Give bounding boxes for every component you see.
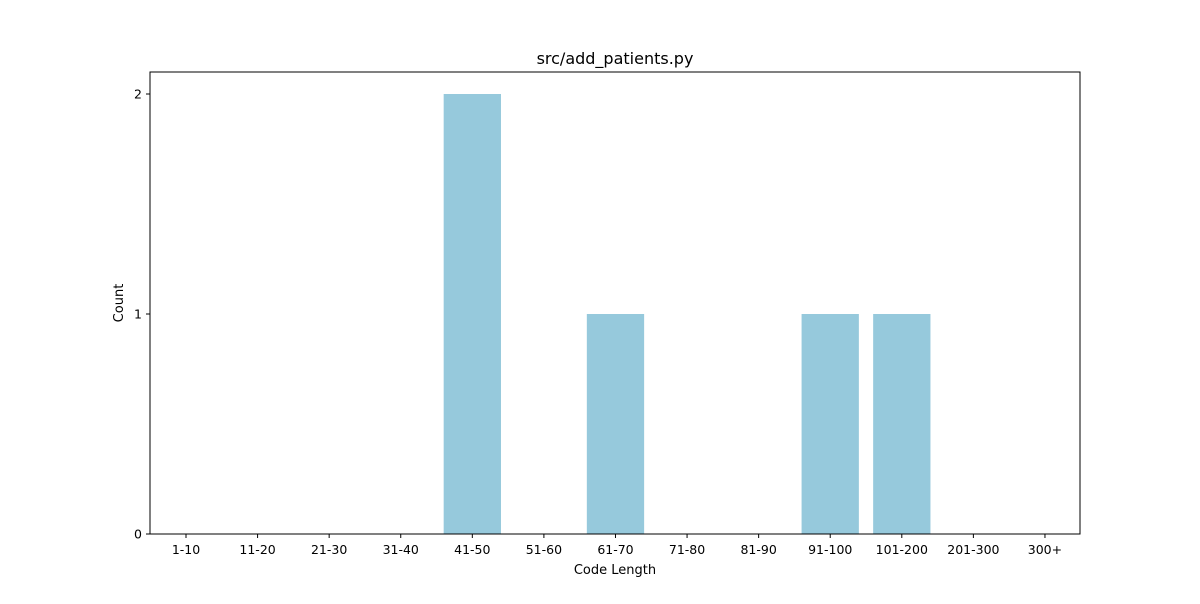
bar-41-50 [443,94,501,534]
x-tick-label: 21-30 [311,542,347,557]
bar-91-100 [801,314,859,534]
x-axis-ticks: 1-10 11-20 21-30 31-40 41-50 51-60 61-70 71-80 8… [172,534,1062,557]
x-tick-label: 71-80 [669,542,705,557]
x-tick-label: 41-50 [454,542,490,557]
x-tick-label: 11-20 [239,542,275,557]
x-tick-label: 1-10 [172,542,200,557]
x-tick-label: 51-60 [526,542,562,557]
x-tick-label: 81-90 [740,542,776,557]
x-tick-label: 61-70 [597,542,633,557]
x-tick-label: 101-200 [876,542,928,557]
y-axis-label: Count [112,284,127,323]
y-axis-ticks: 0 1 2 [134,87,150,542]
bar-101-200 [873,314,931,534]
y-tick-label: 2 [134,87,142,102]
x-tick-label: 201-300 [947,542,999,557]
chart-title: src/add_patients.py [537,49,694,69]
x-tick-label: 31-40 [383,542,419,557]
bars-group [443,94,931,534]
y-tick-label: 1 [134,307,142,322]
x-tick-label: 300+ [1028,542,1062,557]
x-axis-label: Code Length [574,563,656,578]
y-tick-label: 0 [134,527,142,542]
x-tick-label: 91-100 [808,542,852,557]
bar-61-70 [586,314,645,534]
